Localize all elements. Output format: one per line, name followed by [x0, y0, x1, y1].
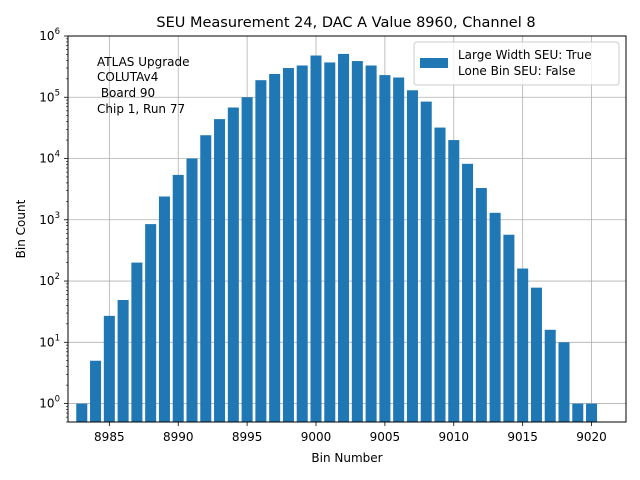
bar [242, 97, 253, 422]
bar [517, 269, 528, 422]
bar [310, 56, 321, 422]
x-tick-label: 9020 [576, 430, 607, 444]
annotation-line: Chip 1, Run 77 [97, 102, 185, 116]
bar [558, 342, 569, 422]
bar [90, 361, 101, 422]
bar [200, 135, 211, 422]
bar [76, 404, 87, 422]
bar [118, 300, 129, 422]
bar [255, 80, 266, 422]
annotation-line: COLUTAv4 [97, 70, 158, 84]
annotation-line: Board 90 [97, 86, 155, 100]
legend-entry: Large Width SEU: True [458, 48, 592, 62]
x-axis-label: Bin Number [311, 451, 382, 465]
bar [586, 404, 597, 422]
x-tick-label: 9005 [370, 430, 401, 444]
bar [421, 102, 432, 422]
bar [462, 164, 473, 422]
bar [269, 74, 280, 422]
bar [545, 330, 556, 422]
chart-title: SEU Measurement 24, DAC A Value 8960, Ch… [156, 15, 535, 31]
x-tick-label: 8985 [94, 430, 125, 444]
x-tick-label: 8990 [163, 430, 194, 444]
bar [173, 175, 184, 422]
bar [283, 68, 294, 422]
bar [407, 90, 418, 422]
bar [434, 128, 445, 422]
bar [324, 62, 335, 422]
bar [490, 213, 501, 422]
bar [393, 78, 404, 422]
legend-swatch [420, 58, 448, 68]
bar [379, 75, 390, 422]
x-tick-label: 9010 [439, 430, 470, 444]
bar [104, 316, 115, 422]
bar [186, 159, 197, 422]
bar [214, 119, 225, 422]
bar [338, 54, 349, 422]
bar [448, 140, 459, 422]
x-tick-label: 9000 [301, 430, 332, 444]
bar [572, 404, 583, 422]
bar [159, 196, 170, 422]
bar [503, 235, 514, 422]
legend: Large Width SEU: True Lone Bin SEU: Fals… [414, 42, 619, 85]
bar [297, 65, 308, 422]
x-tick-label: 9015 [507, 430, 538, 444]
bar [352, 61, 363, 422]
bar [366, 65, 377, 422]
bar [476, 188, 487, 422]
bar [145, 224, 156, 422]
legend-entry: Lone Bin SEU: False [458, 64, 576, 78]
annotation-line: ATLAS Upgrade [97, 55, 190, 69]
bar [531, 288, 542, 422]
y-axis-label: Bin Count [14, 199, 28, 258]
bar [131, 263, 142, 422]
bar [228, 108, 239, 422]
x-tick-label: 8995 [232, 430, 263, 444]
chart: SEU Measurement 24, DAC A Value 8960, Ch… [0, 0, 640, 480]
